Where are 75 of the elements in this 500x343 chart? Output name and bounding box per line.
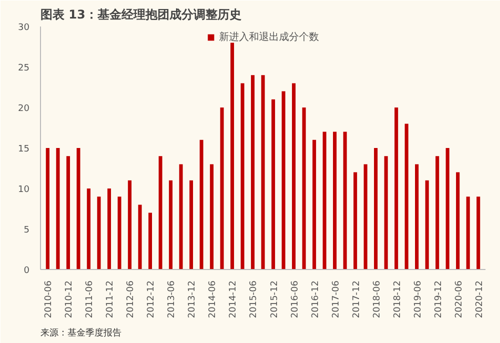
x-tick-label: 2014-12: [228, 280, 239, 318]
bar: [384, 156, 388, 270]
bar: [250, 75, 255, 270]
bar: [271, 99, 276, 270]
bar: [364, 164, 368, 270]
bar: [230, 42, 234, 270]
bar: [76, 148, 80, 270]
bar: [476, 196, 480, 270]
y-tick-label: 20: [18, 104, 30, 114]
bar: [456, 172, 460, 270]
chart-title: 图表 13：基金经理抱团成分调整历史: [40, 8, 242, 22]
x-tick-label: 2010-12: [64, 280, 75, 318]
x-tick-label: 2012-12: [146, 280, 157, 318]
bar: [292, 83, 296, 270]
bar: [446, 148, 450, 270]
x-tick-label: 2018-06: [372, 280, 382, 318]
bar: [404, 124, 408, 270]
bar: [436, 156, 440, 270]
bar: [179, 164, 183, 270]
bar: [425, 180, 429, 270]
x-tick-label: 2019-12: [434, 280, 444, 318]
bar: [46, 148, 50, 270]
bar: [220, 108, 224, 270]
x-tick-label: 2013-12: [188, 280, 198, 318]
bar: [138, 204, 142, 270]
x-tick-label: 2014-06: [208, 280, 218, 318]
bar: [394, 108, 398, 270]
bar: [200, 140, 204, 270]
bar: [374, 148, 378, 270]
x-tick-label: 2015-12: [270, 280, 280, 318]
bar: [312, 140, 316, 270]
bar: [322, 132, 326, 270]
bar: [240, 83, 244, 270]
x-tick-label: 2011-06: [85, 280, 96, 318]
bar: [189, 180, 194, 270]
bar: [261, 75, 265, 270]
x-tick-label: 2017-06: [331, 280, 342, 318]
bar: [148, 212, 152, 270]
bar: [56, 148, 60, 270]
bar: [66, 156, 70, 270]
bar: [168, 180, 173, 270]
x-tick-label: 2013-06: [167, 280, 178, 318]
bar: [282, 91, 286, 270]
bar: [353, 172, 358, 270]
bar: [118, 196, 122, 270]
y-tick-label: 5: [24, 226, 30, 236]
y-tick-label: 15: [18, 144, 30, 154]
x-tick-label: 2016-06: [290, 280, 300, 318]
x-tick-label: 2010-06: [44, 280, 54, 318]
bar: [343, 132, 347, 270]
x-tick-label: 2016-12: [310, 280, 321, 318]
x-tick-label: 2020-06: [454, 280, 464, 318]
bar: [107, 188, 111, 270]
bar: [415, 164, 419, 270]
bar: [158, 156, 162, 270]
source-note: 来源：基金季度报告: [40, 328, 122, 338]
bar: [128, 180, 132, 270]
bar: [210, 164, 214, 270]
x-tick-label: 2017-12: [352, 280, 362, 318]
x-tick-label: 2015-06: [249, 280, 260, 318]
bar: [302, 108, 306, 270]
bar: [97, 196, 101, 270]
x-tick-label: 2020-12: [474, 280, 485, 318]
y-tick-label: 0: [24, 266, 30, 276]
y-tick-label: 25: [18, 64, 30, 74]
bar: [86, 188, 90, 270]
bar: [466, 196, 470, 270]
bar: [332, 132, 337, 270]
y-tick-label: 30: [18, 23, 30, 33]
x-tick-label: 2011-12: [106, 280, 116, 318]
x-tick-label: 2018-12: [392, 280, 403, 318]
legend-label: 新进入和退出成分个数: [219, 30, 319, 44]
y-tick-label: 10: [18, 185, 30, 195]
x-tick-label: 2012-06: [126, 280, 136, 318]
x-tick-label: 2019-06: [413, 280, 424, 318]
